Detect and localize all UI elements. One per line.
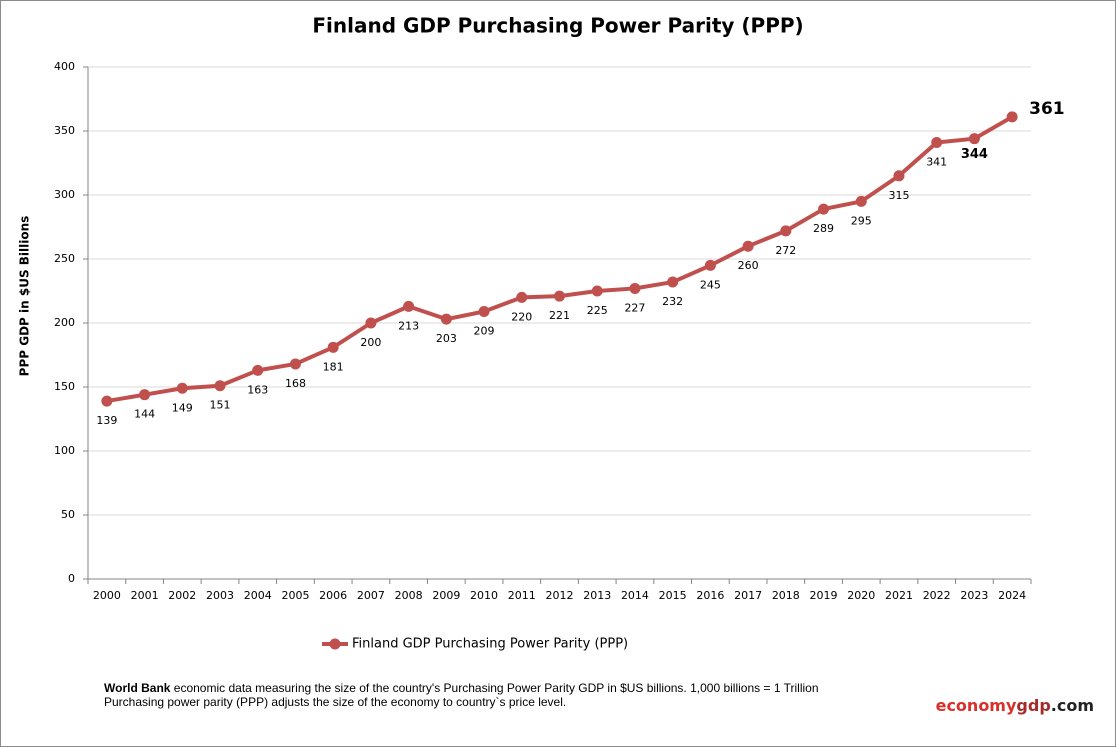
data-point	[289, 358, 301, 370]
data-label: 272	[775, 244, 796, 257]
data-label: 139	[96, 414, 117, 427]
x-tick-label: 2010	[470, 589, 498, 602]
data-label: 245	[700, 278, 721, 291]
data-label: 315	[888, 189, 909, 202]
x-tick-label: 2012	[546, 589, 574, 602]
y-tick-label: 400	[54, 60, 75, 73]
data-point	[516, 291, 528, 303]
y-tick-label: 100	[54, 444, 75, 457]
y-tick-label: 200	[54, 316, 75, 329]
x-tick-label: 2016	[696, 589, 724, 602]
footnote: World Bank economic data measuring the s…	[104, 681, 819, 695]
data-label: 149	[172, 401, 193, 414]
chart-title: Finland GDP Purchasing Power Parity (PPP…	[312, 14, 803, 38]
data-point	[893, 170, 905, 182]
data-label: 260	[738, 259, 759, 272]
data-point	[818, 203, 830, 215]
legend-label: Finland GDP Purchasing Power Parity (PPP…	[352, 637, 628, 652]
data-point	[214, 380, 226, 392]
data-label: 168	[285, 377, 306, 390]
brand-part: gdp	[1016, 696, 1050, 715]
data-label: 221	[549, 309, 570, 322]
x-tick-label: 2014	[621, 589, 649, 602]
x-tick-label: 2002	[168, 589, 196, 602]
brand-part: .com	[1051, 696, 1094, 715]
x-tick-label: 2005	[281, 589, 309, 602]
footnote-text: economic data measuring the size of the …	[170, 681, 818, 695]
data-point	[101, 395, 113, 407]
data-point	[252, 364, 264, 376]
x-tick-label: 2004	[244, 589, 272, 602]
x-tick-label: 2013	[583, 589, 611, 602]
x-tick-label: 2007	[357, 589, 385, 602]
data-label: 200	[360, 336, 381, 349]
data-label: 144	[134, 408, 155, 421]
data-label: 163	[247, 383, 268, 396]
x-tick-label: 2018	[772, 589, 800, 602]
data-label: 361	[1029, 99, 1065, 119]
x-tick-label: 2000	[93, 589, 121, 602]
x-tick-label: 2009	[432, 589, 460, 602]
data-label: 227	[624, 301, 645, 314]
data-point	[478, 305, 490, 317]
y-tick-label: 250	[54, 252, 75, 265]
x-tick-label: 2023	[960, 589, 988, 602]
x-tick-label: 2022	[923, 589, 951, 602]
data-point	[742, 240, 754, 252]
x-tick-label: 2001	[131, 589, 159, 602]
data-point	[591, 285, 603, 297]
data-label: 209	[474, 324, 495, 337]
x-tick-label: 2024	[998, 589, 1026, 602]
data-point	[554, 290, 565, 302]
data-label: 151	[210, 399, 231, 412]
data-point	[327, 341, 339, 353]
x-tick-label: 2017	[734, 589, 762, 602]
data-point	[365, 317, 377, 329]
x-tick-label: 2011	[508, 589, 536, 602]
data-label: 289	[813, 222, 834, 235]
data-point	[931, 137, 943, 149]
footnote-source: World Bank	[104, 681, 171, 695]
x-tick-label: 2006	[319, 589, 347, 602]
legend-marker	[329, 638, 341, 650]
y-tick-label: 0	[68, 572, 75, 585]
y-tick-label: 50	[61, 508, 75, 521]
y-tick-label: 300	[54, 188, 75, 201]
data-label: 232	[662, 295, 683, 308]
data-point	[176, 382, 188, 394]
data-point	[780, 225, 792, 237]
footnote: Purchasing power parity (PPP) adjusts th…	[104, 695, 566, 709]
data-point	[667, 276, 679, 288]
data-point	[968, 133, 980, 145]
brand: economygdp.com	[936, 696, 1094, 715]
y-tick-label: 350	[54, 124, 75, 137]
data-point	[139, 389, 151, 401]
y-tick-label: 150	[54, 380, 75, 393]
data-label: 225	[587, 304, 608, 317]
x-tick-label: 2021	[885, 589, 913, 602]
data-label: 341	[926, 156, 947, 169]
data-label: 344	[961, 147, 988, 162]
data-label: 181	[323, 360, 344, 373]
data-point	[704, 259, 716, 271]
data-label: 220	[511, 310, 532, 323]
x-tick-label: 2008	[395, 589, 423, 602]
x-tick-label: 2019	[810, 589, 838, 602]
x-tick-label: 2015	[659, 589, 687, 602]
data-point	[1006, 111, 1018, 123]
data-label: 203	[436, 332, 457, 345]
x-tick-label: 2003	[206, 589, 234, 602]
data-label: 295	[851, 214, 872, 227]
y-axis-title: PPP GDP in $US Billions	[18, 216, 32, 377]
brand-part: economy	[936, 696, 1017, 715]
data-point	[629, 282, 641, 294]
data-label: 213	[398, 319, 419, 332]
x-tick-label: 2020	[847, 589, 875, 602]
data-point	[855, 195, 867, 207]
data-point	[403, 300, 415, 312]
data-point	[440, 313, 452, 325]
